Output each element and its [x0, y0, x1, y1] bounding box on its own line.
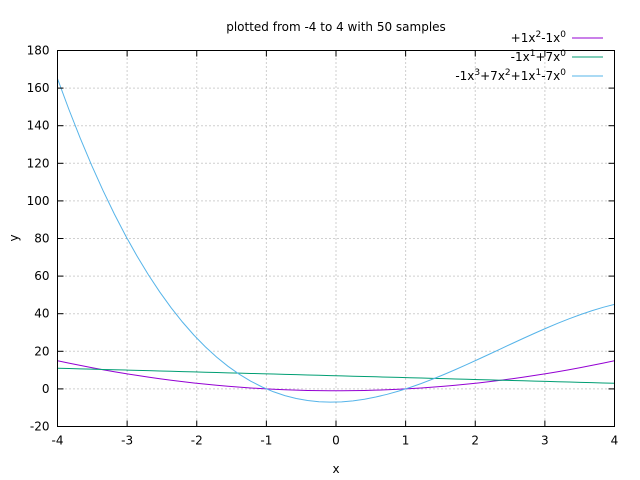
legend-exponent: 0 [560, 30, 566, 40]
legend-term: -1x [541, 31, 560, 45]
y-tick-label: 120 [27, 156, 50, 170]
legend-exponent: 2 [535, 30, 541, 40]
legend-term: -1x [455, 69, 474, 83]
legend-term: -1x [511, 50, 530, 64]
y-tick-label: 100 [27, 194, 50, 208]
legend-exponent: 0 [560, 49, 566, 59]
legend-exponent: 1 [535, 68, 541, 78]
y-tick-label: 40 [34, 307, 49, 321]
legend-exponent: 0 [560, 68, 566, 78]
series-lines [57, 78, 615, 403]
x-tick-label: -4 [52, 434, 64, 448]
legend-term: +1x [511, 31, 536, 45]
x-tick-label: 4 [611, 434, 619, 448]
y-tick-label: 0 [42, 382, 50, 396]
chart-title: plotted from -4 to 4 with 50 samples [226, 20, 446, 34]
x-tick-label: 1 [402, 434, 410, 448]
series-1-line [57, 360, 615, 392]
legend-exponent: 2 [505, 68, 511, 78]
x-tick-label: -3 [121, 434, 133, 448]
y-tick-label: 160 [27, 81, 50, 95]
y-tick-label: 60 [34, 269, 49, 283]
series-3-line [57, 78, 615, 403]
legend-exponent: 1 [530, 49, 536, 59]
axis-ticks [57, 50, 615, 427]
legend-term: +7x [480, 69, 505, 83]
y-tick-label: 80 [34, 232, 49, 246]
y-tick-label: 180 [27, 44, 50, 58]
y-tick-label: 20 [34, 344, 49, 358]
legend-exponent: 3 [474, 68, 480, 78]
x-tick-label: 3 [541, 434, 549, 448]
x-tick-label: -1 [260, 434, 272, 448]
y-axis-title: y [7, 234, 21, 241]
x-tick-label: -2 [191, 434, 203, 448]
grid [57, 50, 615, 427]
legend-label-1: +1x2-1x0 [511, 30, 567, 45]
series-2-line [57, 367, 615, 384]
legend-term: +7x [535, 50, 560, 64]
legend: +1x2-1x0-1x1+7x0-1x3+7x2+1x1-7x0 [455, 30, 603, 83]
x-tick-label: 0 [332, 434, 340, 448]
legend-term: +1x [511, 69, 536, 83]
y-tick-label: 140 [27, 119, 50, 133]
x-axis-title: x [332, 462, 339, 476]
x-tick-label: 2 [471, 434, 479, 448]
y-tick-label: -20 [30, 420, 50, 434]
legend-label-2: -1x1+7x0 [511, 49, 567, 64]
legend-label-3: -1x3+7x2+1x1-7x0 [455, 68, 566, 83]
legend-term: -7x [541, 69, 560, 83]
